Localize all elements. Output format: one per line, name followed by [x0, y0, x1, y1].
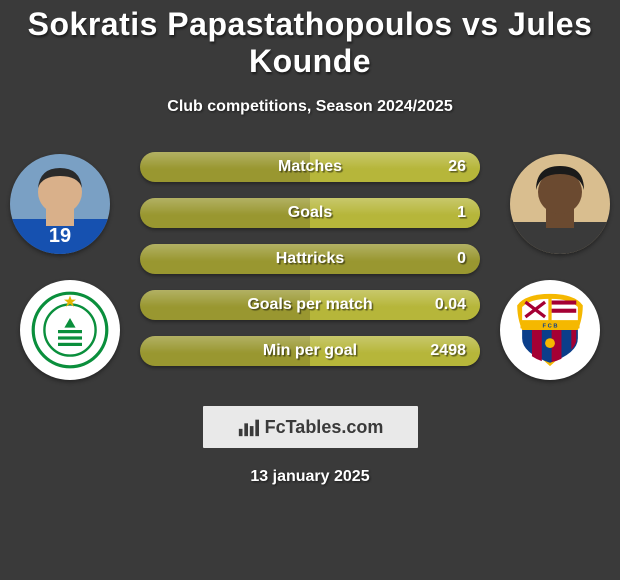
- stat-bar-row: Min per goal2498: [140, 336, 480, 366]
- player-right-avatar: [510, 154, 610, 254]
- stat-bar-row: Hattricks0: [140, 244, 480, 274]
- stat-bar-value-right: 2498: [430, 342, 466, 360]
- comparison-card: Sokratis Papastathopoulos vs Jules Kound…: [0, 0, 620, 580]
- stat-bar-label: Hattricks: [140, 250, 480, 268]
- page-title: Sokratis Papastathopoulos vs Jules Kound…: [0, 0, 620, 80]
- player-left-avatar: 19: [10, 154, 110, 254]
- crest-ball: [545, 338, 555, 348]
- club-left-crest: [20, 280, 120, 380]
- stat-bar-value-right: 0: [457, 250, 466, 268]
- crest-bars-2: [58, 336, 82, 339]
- branding-badge: FcTables.com: [203, 406, 418, 448]
- stat-bar-row: Goals1: [140, 198, 480, 228]
- avatar-shirt-number: 19: [49, 225, 71, 247]
- crest-bars-3: [58, 343, 82, 346]
- branding-text: FcTables.com: [265, 417, 384, 438]
- stat-bar-label: Matches: [140, 158, 480, 176]
- player-right-avatar-svg: [510, 154, 610, 254]
- content-area: 19: [0, 152, 620, 392]
- stat-bar-value-right: 1: [457, 204, 466, 222]
- club-left-crest-svg: [30, 290, 110, 370]
- stat-bar-row: Goals per match0.04: [140, 290, 480, 320]
- subtitle: Club competitions, Season 2024/2025: [0, 98, 620, 116]
- club-right-crest-svg: F C B: [509, 289, 591, 371]
- footer-date: 13 january 2025: [0, 468, 620, 486]
- crest-initials: F C B: [543, 324, 558, 330]
- stat-bars: Matches26 Goals1 Hattricks0 Goals per match…: [140, 152, 480, 382]
- stat-bar-value-right: 26: [448, 158, 466, 176]
- crest-lower-stripes: [522, 330, 578, 363]
- stat-bar-value-right: 0.04: [435, 296, 466, 314]
- crest-bars-1: [58, 330, 82, 333]
- club-right-crest: F C B: [500, 280, 600, 380]
- stat-bar-label: Goals per match: [140, 296, 480, 314]
- bar-chart-icon: [237, 416, 259, 438]
- stat-bar-label: Min per goal: [140, 342, 480, 360]
- player-left-avatar-svg: 19: [10, 154, 110, 254]
- stat-bar-label: Goals: [140, 204, 480, 222]
- stat-bar-row: Matches26: [140, 152, 480, 182]
